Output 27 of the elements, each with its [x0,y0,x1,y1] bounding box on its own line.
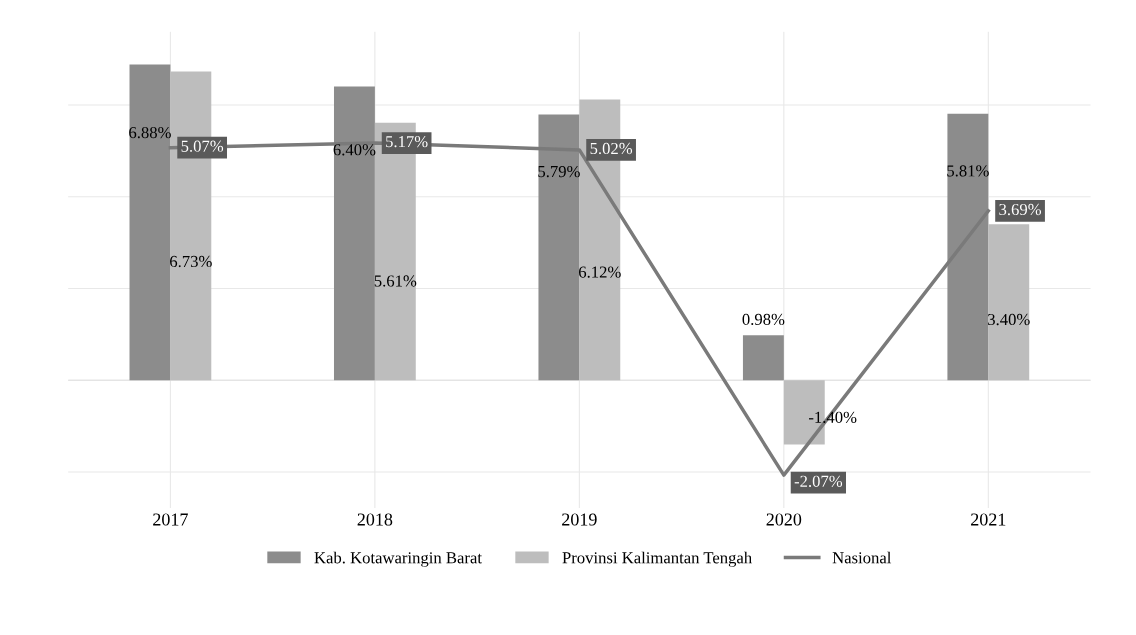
data-label: 0.98% [742,313,785,326]
bar [742,335,784,381]
data-label: 6.12% [579,266,621,278]
x-tick-label: 2017 [153,513,188,526]
data-label: 5.61% [374,275,417,287]
legend-label: Kab. Kotawaringin Barat [314,551,482,567]
data-label: 5.79% [538,165,580,178]
data-label: 3.40% [988,313,1030,326]
x-tick-label: 2021 [971,513,1006,526]
legend-label: Provinsi Kalimantan Tengah [562,551,752,567]
data-label: 5.17% [386,135,428,148]
legend-label: Nasional [832,551,892,564]
bar [947,113,989,381]
bar [333,86,375,381]
data-label: 5.02% [590,142,633,155]
x-tick-label: 2019 [562,513,597,526]
data-label: -1.40% [809,411,857,423]
bar [129,64,171,381]
x-tick-label: 2018 [357,513,393,526]
data-label: 5.81% [947,165,989,177]
data-label: 6.73% [170,255,212,268]
data-label: -2.07% [794,475,843,487]
data-label: 6.88% [129,126,171,139]
data-label: 5.07% [181,140,224,152]
x-tick-label: 2020 [766,513,802,526]
bar [538,114,580,381]
data-label: 3.69% [999,203,1042,216]
